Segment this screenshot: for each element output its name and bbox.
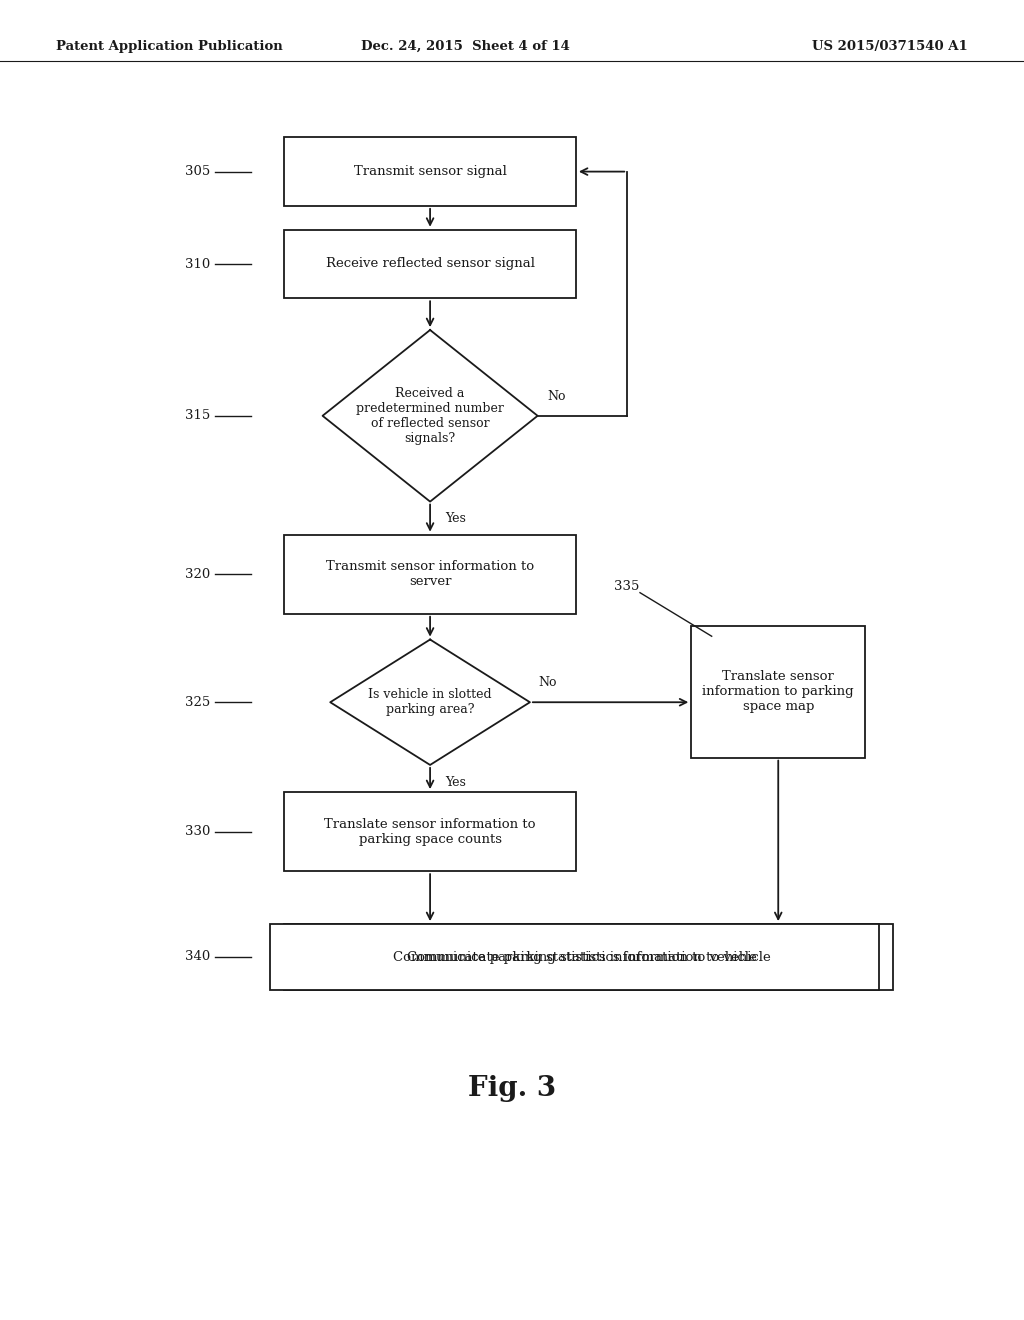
Text: Is vehicle in slotted
parking area?: Is vehicle in slotted parking area? — [369, 688, 492, 717]
Text: 315: 315 — [184, 409, 210, 422]
Text: 330: 330 — [184, 825, 210, 838]
Text: No: No — [539, 676, 557, 689]
Text: No: No — [548, 389, 566, 403]
Text: 305: 305 — [184, 165, 210, 178]
Polygon shape — [323, 330, 538, 502]
Bar — [270, 924, 880, 990]
Bar — [284, 924, 893, 990]
Text: Communicate parking statistics information to vehicle: Communicate parking statistics informati… — [407, 950, 771, 964]
Text: Dec. 24, 2015  Sheet 4 of 14: Dec. 24, 2015 Sheet 4 of 14 — [361, 40, 570, 53]
Bar — [284, 137, 575, 206]
Text: Yes: Yes — [445, 776, 466, 788]
Bar — [284, 230, 575, 298]
Text: 325: 325 — [184, 696, 210, 709]
Text: Transmit sensor information to
server: Transmit sensor information to server — [326, 560, 535, 589]
Text: Receive reflected sensor signal: Receive reflected sensor signal — [326, 257, 535, 271]
Text: 310: 310 — [184, 257, 210, 271]
Text: Transmit sensor signal: Transmit sensor signal — [353, 165, 507, 178]
Bar — [284, 792, 575, 871]
Text: Communicate parking statistics information to vehicle: Communicate parking statistics informati… — [393, 950, 757, 964]
Text: US 2015/0371540 A1: US 2015/0371540 A1 — [812, 40, 968, 53]
Polygon shape — [330, 639, 530, 764]
Text: Received a
predetermined number
of reflected sensor
signals?: Received a predetermined number of refle… — [356, 387, 504, 445]
Text: Fig. 3: Fig. 3 — [468, 1076, 556, 1102]
Text: 320: 320 — [184, 568, 210, 581]
Text: Patent Application Publication: Patent Application Publication — [56, 40, 283, 53]
Text: 335: 335 — [614, 579, 640, 593]
Bar — [691, 626, 865, 758]
Text: Yes: Yes — [445, 512, 466, 525]
Bar — [284, 535, 575, 614]
Text: 340: 340 — [184, 950, 210, 964]
Text: Translate sensor
information to parking
space map: Translate sensor information to parking … — [702, 671, 854, 713]
Text: Translate sensor information to
parking space counts: Translate sensor information to parking … — [325, 817, 536, 846]
